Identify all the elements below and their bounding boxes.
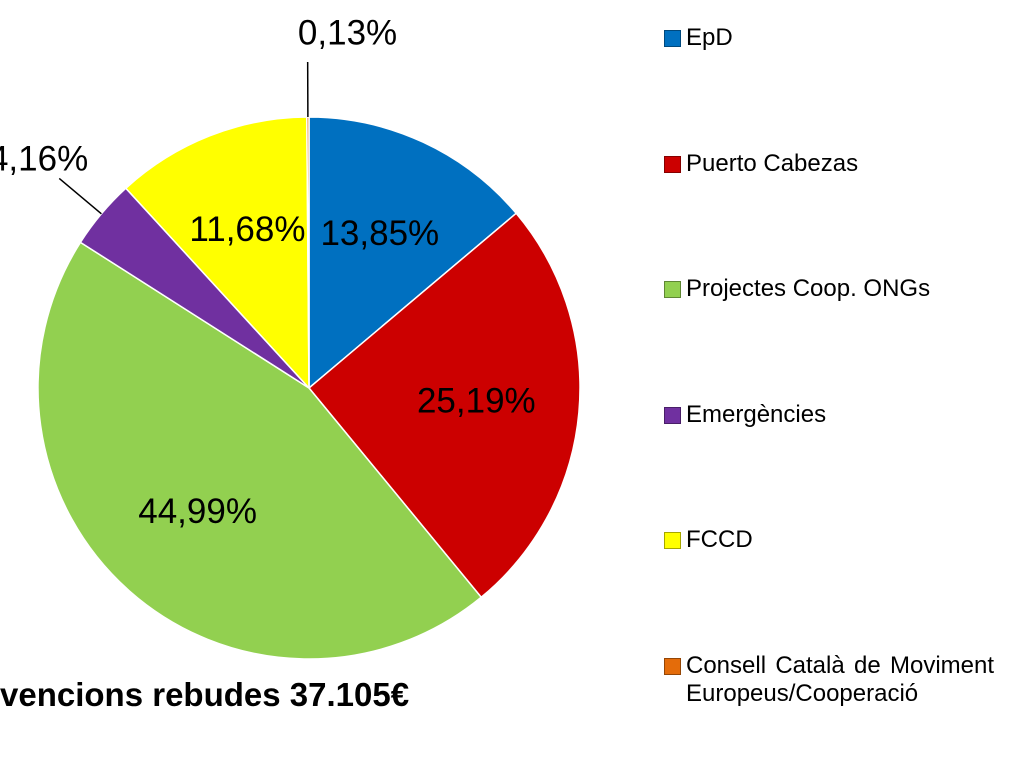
legend-item: Puerto Cabezas (664, 150, 994, 178)
legend-swatch (664, 281, 681, 298)
legend-item: Projectes Coop. ONGs (664, 275, 994, 303)
leader-line (58, 177, 102, 215)
data-label: 44,99% (138, 492, 257, 531)
pie-slice (308, 116, 518, 390)
pie-slice (124, 116, 310, 390)
legend-item: Emergències (664, 401, 994, 429)
data-label: 13,85% (320, 214, 439, 253)
legend-swatch (664, 30, 681, 47)
legend-item: FCCD (664, 526, 994, 554)
legend-swatch (664, 532, 681, 549)
data-label: 0,13% (298, 13, 397, 52)
legend-swatch (664, 657, 681, 675)
legend-label: Consell Català de Moviment Europeus/Coop… (686, 651, 994, 707)
legend-label: Emergències (686, 400, 827, 428)
legend-label: EpD (686, 24, 733, 51)
data-label: 11,68% (189, 210, 305, 249)
data-label: 25,19% (417, 381, 536, 420)
data-label: 4,16% (0, 139, 88, 178)
legend-swatch (664, 155, 681, 173)
legend-item: EpD (664, 24, 994, 52)
legend-swatch (664, 406, 681, 424)
legend-label: FCCD (686, 526, 753, 553)
legend-item: Consell Català de Moviment Europeus/Coop… (664, 652, 994, 708)
annotation: vencions rebudes 37.105€ (0, 676, 410, 713)
pie-slice (307, 212, 581, 599)
legend-label: Puerto Cabezas (686, 149, 859, 177)
pie-slice (37, 241, 483, 660)
legend-label: Projectes Coop. ONGs (686, 275, 931, 302)
